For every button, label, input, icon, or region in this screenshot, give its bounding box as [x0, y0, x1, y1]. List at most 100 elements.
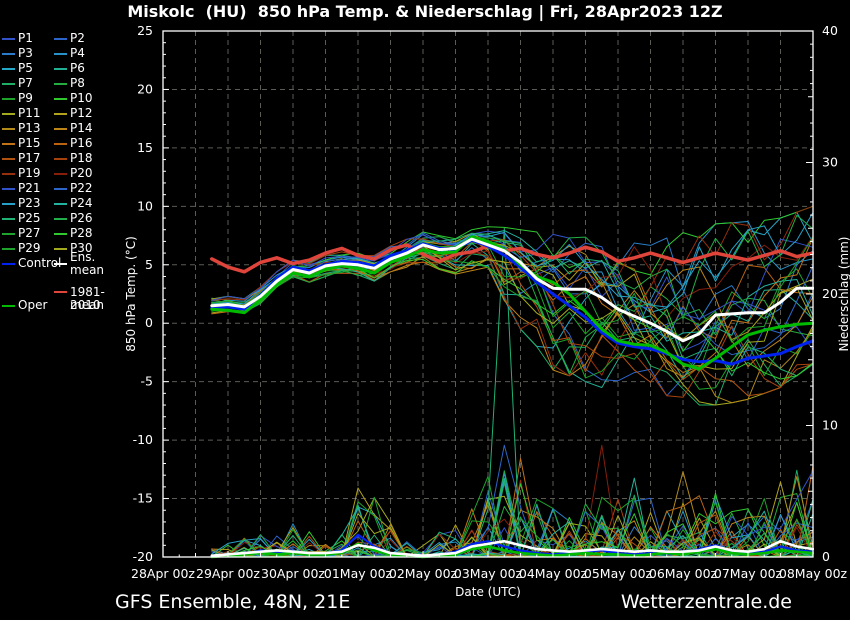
precip-oper-line — [210, 542, 814, 559]
left-axis-title: 850 hPa Temp. (°C) — [124, 236, 138, 352]
x-axis-title: Date (UTC) — [455, 585, 521, 599]
legend-line-swatch — [54, 232, 67, 235]
x-tick-label: 07May 00z — [714, 566, 783, 581]
legend-item-p10: P10 — [54, 91, 93, 106]
legend-line-swatch — [2, 262, 15, 265]
right-tick-label: 0 — [822, 549, 830, 564]
legend-item-p15: P15 — [2, 136, 41, 151]
legend-line-swatch — [2, 97, 15, 100]
legend-item-p12: P12 — [54, 106, 93, 121]
legend-item-p30: P30 — [54, 241, 93, 256]
temp-member-line-p19 — [211, 205, 814, 377]
legend-item-p29: P29 — [2, 241, 41, 256]
legend-label: P19 — [18, 166, 41, 180]
legend-label: P3 — [18, 46, 33, 60]
legend-label: P8 — [70, 76, 85, 90]
legend-line-swatch — [2, 142, 15, 145]
legend-label: P1 — [18, 31, 33, 45]
legend-item-ens-mean: Ens. mean — [54, 250, 132, 276]
x-tick-label: 06May 00z — [649, 566, 718, 581]
legend-item-p11: P11 — [2, 106, 41, 121]
left-tick-label: -20 — [133, 549, 153, 564]
legend-line-swatch — [54, 82, 67, 85]
precip-ens-mean-line — [210, 539, 814, 558]
legend-label: P16 — [70, 136, 93, 150]
legend-item-p13: P13 — [2, 121, 41, 136]
legend-line-swatch — [54, 52, 67, 55]
legend-line-swatch — [54, 217, 67, 220]
legend-label: P13 — [18, 121, 41, 135]
legend-item-p3: P3 — [2, 46, 33, 61]
x-tick-label: 02May 00z — [389, 566, 458, 581]
left-tick-label: -5 — [141, 374, 153, 389]
legend-line-swatch — [2, 37, 15, 40]
temp-member-lines — [211, 205, 814, 406]
left-tick-label: 5 — [145, 257, 153, 272]
legend-item-p28: P28 — [54, 226, 93, 241]
ens-mean-line — [210, 237, 814, 343]
right-tick-label: 40 — [822, 23, 838, 38]
legend-line-swatch — [2, 127, 15, 130]
temp-member-line-p26 — [211, 214, 814, 320]
legend-item-p4: P4 — [54, 46, 85, 61]
legend-line-swatch — [54, 262, 67, 265]
legend-label: Control — [18, 256, 62, 270]
precip-main-lines — [210, 533, 814, 559]
tick-labels: 25 20 15 10 5 0 -5 -10 -15 -20 40 30 20 10 0 28Apr 00z 2… — [131, 23, 848, 581]
legend-label: P24 — [70, 196, 93, 210]
legend-item-p19: P19 — [2, 166, 41, 181]
legend-label: P7 — [18, 76, 33, 90]
legend-label-line2: mean — [70, 298, 105, 312]
left-tick-label: 10 — [137, 198, 153, 213]
x-tick-label: 05May 00z — [584, 566, 653, 581]
legend-label: P12 — [70, 106, 93, 120]
legend-label: P26 — [70, 211, 93, 225]
legend-line-swatch — [54, 187, 67, 190]
legend-line-swatch — [54, 97, 67, 100]
legend-label: P2 — [70, 31, 85, 45]
legend-line-swatch — [54, 37, 67, 40]
legend-line-swatch — [2, 52, 15, 55]
model-info-text: GFS Ensemble, 48N, 21E — [115, 591, 351, 613]
legend-line-swatch — [54, 157, 67, 160]
legend-label: P30 — [70, 241, 93, 255]
legend-line-swatch — [2, 217, 15, 220]
left-tick-label: 15 — [137, 140, 153, 155]
left-tick-label: 20 — [137, 81, 153, 96]
legend-item-oper: Oper — [2, 298, 47, 313]
legend-label: P23 — [18, 196, 41, 210]
page-title: Miskolc (HU) 850 hPa Temp. & Niederschla… — [127, 2, 723, 21]
legend-line-swatch — [54, 142, 67, 145]
legend-item-p20: P20 — [54, 166, 93, 181]
legend-item-p1: P1 — [2, 31, 33, 46]
legend-line-swatch — [2, 232, 15, 235]
legend-line-swatch — [54, 291, 67, 293]
temp-main-lines — [210, 235, 814, 371]
precip-member-line-p17 — [211, 514, 814, 558]
legend-line-swatch — [2, 172, 15, 175]
legend-item-p14: P14 — [54, 121, 93, 136]
x-tick-label: 29Apr 00z — [196, 566, 260, 581]
legend-label: P6 — [70, 61, 85, 75]
legend-line-swatch — [54, 172, 67, 175]
legend-label: Oper — [18, 298, 48, 312]
legend-label: P14 — [70, 121, 93, 135]
legend-item-p9: P9 — [2, 91, 33, 106]
legend-line-swatch — [54, 127, 67, 130]
legend-item-control: Control — [2, 256, 61, 271]
left-tick-label: -10 — [133, 432, 153, 447]
legend-item-p2: P2 — [54, 31, 85, 46]
x-tick-label: 04May 00z — [519, 566, 588, 581]
legend-label: P9 — [18, 91, 33, 105]
clim-mean-line — [210, 243, 814, 274]
precip-member-line-p28 — [211, 483, 814, 558]
legend-label: Ens. mean — [70, 249, 105, 277]
legend-line-swatch — [2, 304, 15, 307]
legend-item-p5: P5 — [2, 61, 33, 76]
legend-item-p27: P27 — [2, 226, 41, 241]
legend-item-p25: P25 — [2, 211, 41, 226]
legend-label: P10 — [70, 91, 93, 105]
legend-label: P17 — [18, 151, 41, 165]
legend-item-p17: P17 — [2, 151, 41, 166]
legend-item-p24: P24 — [54, 196, 93, 211]
